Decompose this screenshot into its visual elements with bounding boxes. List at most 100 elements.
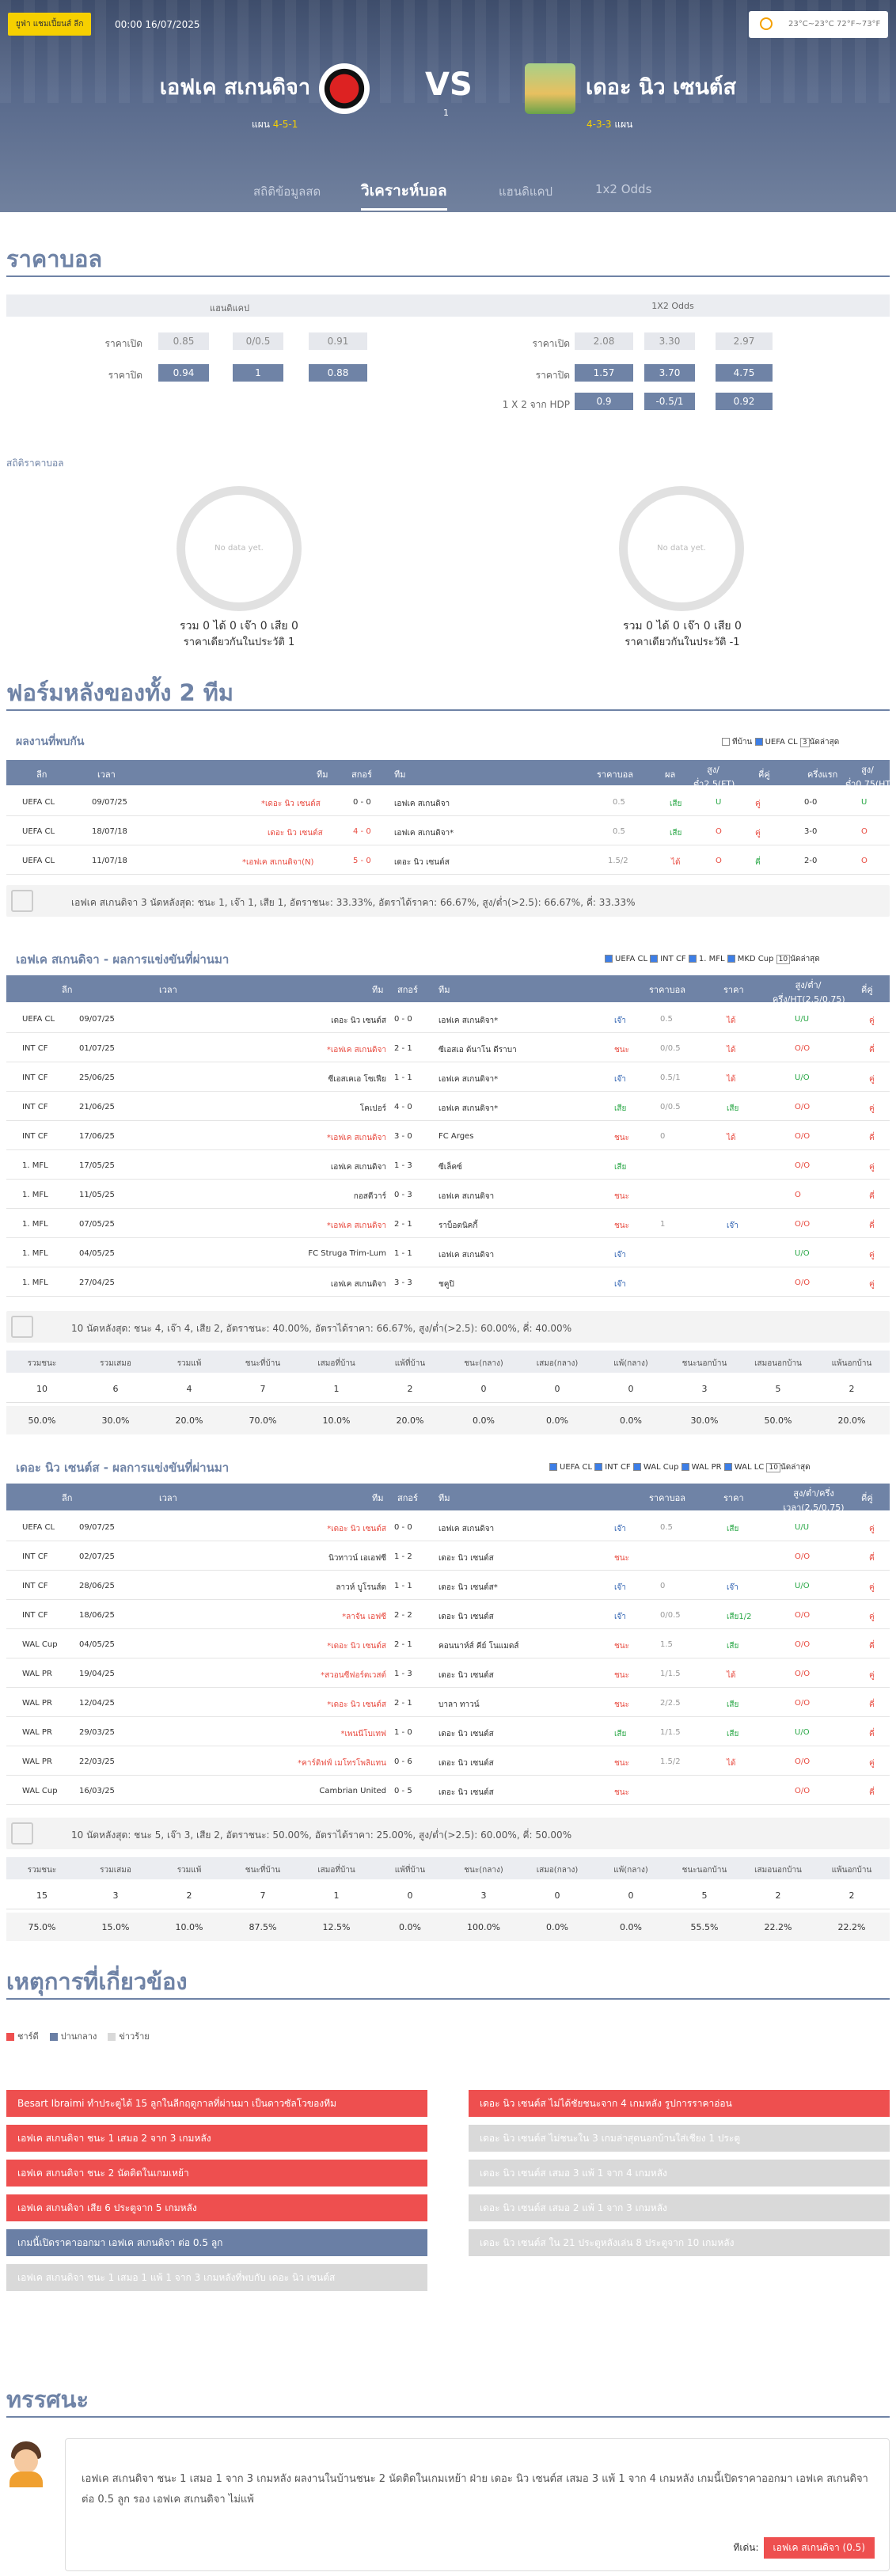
league-badge[interactable]: ยูฟ่า แชมเปี้ยนส์ ลีก	[8, 13, 92, 36]
date-cell: 11/05/25	[79, 1191, 115, 1199]
event-item[interactable]: เดอะ นิว เซนต์ส เสมอ 3 แพ้ 1 จาก 4 เกมหล…	[469, 2160, 890, 2187]
event-item[interactable]: เดอะ นิว เซนต์ส ไม่ได้ชัยชนะจาก 4 เกมหลั…	[469, 2090, 890, 2117]
table-row[interactable]: UEFA CL 11/07/18 *เอฟเค สเกนดิจา(N) 5 - 0 เด…	[6, 845, 890, 875]
table-row[interactable]: 1. MFL 04/05/25 FC Struga Trim-Lum 1 - 1 เอฟ…	[6, 1238, 890, 1267]
divider	[6, 2416, 890, 2418]
score-cell: 2 - 1	[394, 1044, 412, 1053]
pick-badge[interactable]: เอฟเค สเกนดิจา (0.5)	[763, 2537, 875, 2559]
table-row[interactable]: INT CF 28/06/25 ลาวห์ บูโรนส์ด 1 - 1 เดอะ นิ…	[6, 1571, 890, 1600]
event-item[interactable]: เดอะ นิว เซนต์ส ไม่ชนะใน 3 เกมล่าสุดนอกบ…	[469, 2125, 890, 2152]
stat-header: ชนะ(กลาง)	[464, 1866, 503, 1875]
form-title: ฟอร์มหลังของทั้ง 2 ทีม	[6, 679, 233, 706]
table-row[interactable]: WAL PR 29/03/25 *เพนนีโบเทฟ 1 - 0 เดอะ นิว เ…	[6, 1717, 890, 1746]
home-team-logo[interactable]	[319, 63, 370, 114]
stat-header: เสมอที่บ้าน	[317, 1359, 355, 1368]
home-team-name[interactable]: เอฟเค สเกนดิจา	[159, 75, 310, 100]
price-result-cell: ได้	[727, 1134, 736, 1142]
table-row[interactable]: INT CF 17/06/25 *เอฟเค สเกนดิจา 3 - 0 FC Arg…	[6, 1121, 890, 1150]
table-row[interactable]: WAL PR 19/04/25 *สวอนซีฟอร์ตเวสต์ 1 - 3 เดอะ…	[6, 1658, 890, 1688]
filter-home-checkbox[interactable]: ทีบ้าน	[722, 738, 752, 747]
tab-analysis[interactable]: วิเคราะห์บอล	[361, 179, 447, 211]
x-open-label: ราคาเปิด	[532, 338, 570, 349]
filter-mkd-cup[interactable]: MKD Cup	[727, 955, 773, 963]
h2h-filters: ทีบ้าน UEFA CL 3 นัดล่าสุด	[722, 736, 839, 748]
odd-even-cell: คี่	[869, 1642, 875, 1651]
over-under-cell: O/O	[795, 1670, 811, 1678]
table-row[interactable]: INT CF 25/06/25 ซีเอสเคเอ โซเฟีย 1 - 1 เอฟเค…	[6, 1062, 890, 1092]
note-icon	[11, 1822, 33, 1845]
score-cell: 0 - 5	[394, 1787, 412, 1795]
table-row[interactable]: INT CF 21/06/25 โคเปอร์ 4 - 0 เอฟเค สเกนดิจา…	[6, 1092, 890, 1121]
table-row[interactable]: 1. MFL 11/05/25 กอสตีวาร์ 0 - 3 เอฟเค สเกนดิ…	[6, 1180, 890, 1209]
result-cell: เจ๊า	[614, 1613, 626, 1621]
count-select[interactable]: 3	[799, 738, 810, 747]
stat-header: ชนะ(กลาง)	[464, 1359, 503, 1368]
table-row[interactable]: 1. MFL 17/05/25 เอฟเค สเกนดิจา 1 - 3 ซีเล็คซ…	[6, 1150, 890, 1180]
event-item[interactable]: Besart Ibraimi ทำประตูได้ 15 ลูกในลีกฤดู…	[6, 2090, 427, 2117]
home-team-cell: *เอฟเค สเกนดิจา	[326, 1046, 386, 1054]
table-row[interactable]: UEFA CL 09/07/25 *เดอะ นิว เซนต์ส 0 - 0 เอฟเ…	[6, 1512, 890, 1541]
filter-mfl[interactable]: 1. MFL	[688, 955, 725, 963]
odd-even-cell: คู่	[869, 1075, 875, 1084]
analyst-avatar	[6, 2441, 46, 2487]
table-row[interactable]: WAL Cup 16/03/25 Cambrian United 0 - 5 เดอะ …	[6, 1776, 890, 1805]
over-under-cell: U/U	[795, 1523, 810, 1532]
result-cell: ชนะ	[614, 1642, 629, 1651]
legend-neutral: ปานกลาง	[49, 2031, 97, 2042]
event-item[interactable]: เดอะ นิว เซนต์ส ใน 21 ประตูหลังเล่น 8 ปร…	[469, 2229, 890, 2256]
event-item[interactable]: เดอะ นิว เซนต์ส เสมอ 2 แพ้ 1 จาก 3 เกมหล…	[469, 2194, 890, 2221]
price-result-cell: เสีย	[727, 1104, 739, 1113]
result-cell: เสีย	[614, 1163, 627, 1172]
over-under-cell: O/O	[795, 1220, 811, 1229]
open-label: ราคาเปิด	[104, 338, 142, 349]
stat-header: เสมอ(กลาง)	[536, 1359, 579, 1368]
table-row[interactable]: WAL Cup 04/05/25 *เดอะ นิว เซนต์ส 2 - 1 คอนน…	[6, 1629, 890, 1658]
score-cell: 0 - 0	[394, 1015, 412, 1024]
event-item[interactable]: เอฟเค สเกนดิจา ชนะ 2 นัดติดในเกมเหย้า	[6, 2160, 427, 2187]
filter-uefa-cl[interactable]: UEFA CL	[549, 1463, 592, 1472]
tab-1x2-odds[interactable]: 1x2 Odds	[595, 182, 652, 196]
away-team-logo[interactable]	[525, 63, 575, 114]
table-row[interactable]: 1. MFL 07/05/25 *เอฟเค สเกนดิจา 2 - 1 ราบ็อต…	[6, 1209, 890, 1238]
filter-int-cf[interactable]: INT CF	[594, 1463, 631, 1472]
stat-count: 2	[849, 1384, 855, 1394]
away-team-cell: เดอะ นิว เซนต์ส*	[439, 1583, 498, 1592]
tab-handicap[interactable]: แฮนดิแคป	[499, 184, 553, 199]
odd-even-cell: คี่	[869, 1788, 875, 1797]
table-row[interactable]: INT CF 01/07/25 *เอฟเค สเกนดิจา 2 - 1 ซีเอสเ…	[6, 1033, 890, 1062]
stat-count: 0	[554, 1384, 560, 1394]
home-team-cell: เอฟเค สเกนดิจา	[330, 1163, 386, 1172]
table-row[interactable]: WAL PR 12/04/25 *เดอะ นิว เซนต์ส 2 - 1 บาลา …	[6, 1688, 890, 1717]
filter-uefa-checkbox[interactable]: UEFA CL	[754, 738, 798, 747]
event-item[interactable]: เอฟเค สเกนดิจา ชนะ 1 เสมอ 1 แพ้ 1 จาก 3 …	[6, 2264, 427, 2291]
event-item[interactable]: เกมนี้เปิดราคาออกมา เอฟเค สเกนดิจา ต่อ 0…	[6, 2229, 427, 2256]
filter-wal-pr[interactable]: WAL PR	[681, 1463, 722, 1472]
score-cell: 3 - 0	[394, 1132, 412, 1141]
away-team-cell: เอฟเค สเกนดิจา*	[439, 1104, 499, 1113]
away-team-name[interactable]: เดอะ นิว เซนต์ส	[586, 75, 736, 100]
odd-even-cell: คี่	[869, 1700, 875, 1709]
table-row[interactable]: WAL PR 22/03/25 *คาร์ดิฟฟ์ เมโทรโพลิแทน 0 -…	[6, 1746, 890, 1776]
event-item[interactable]: เอฟเค สเกนดิจา ชนะ 1 เสมอ 2 จาก 3 เกมหลั…	[6, 2125, 427, 2152]
event-item[interactable]: เอฟเค สเกนดิจา เสีย 6 ประตูจาก 5 เกมหลัง	[6, 2194, 427, 2221]
tab-live-stats[interactable]: สถิติข้อมูลสด	[253, 184, 321, 199]
table-row[interactable]: UEFA CL 09/07/25 *เดอะ นิว เซนต์ส 0 - 0 เอฟเ…	[6, 787, 890, 816]
filter-int-cf[interactable]: INT CF	[650, 955, 686, 963]
filter-wal-cup[interactable]: WAL Cup	[632, 1463, 678, 1472]
filter-wal-lc[interactable]: WAL LC	[723, 1463, 764, 1472]
date-cell: 09/07/25	[79, 1015, 115, 1024]
table-row[interactable]: INT CF 02/07/25 นิวทาวน์ เอเอฟซี 1 - 2 เดอะ …	[6, 1541, 890, 1571]
count-select[interactable]: 10	[766, 1463, 780, 1472]
away-recent-table: ลีก เวลา ทีม สกอร์ ทีม ราคาบอล ราคา สูง/ต่ำ/ครึ…	[6, 1484, 890, 1808]
stat-percent: 15.0%	[101, 1922, 130, 1932]
table-row[interactable]: 1. MFL 27/04/25 เอฟเค สเกนดิจา 3 - 3 ชคูปิ เจ…	[6, 1267, 890, 1297]
table-row[interactable]: UEFA CL 09/07/25 เดอะ นิว เซนต์ส 0 - 0 เอฟเค…	[6, 1004, 890, 1033]
date-cell: 07/05/25	[79, 1220, 115, 1229]
away-odds-history: ราคาเดียวกันในประวัติ -1	[625, 636, 740, 648]
date-cell: 01/07/25	[79, 1044, 115, 1053]
count-select[interactable]: 10	[776, 955, 791, 964]
table-row[interactable]: UEFA CL 18/07/18 เดอะ นิว เซนต์ส 4 - 0 เอฟเค…	[6, 816, 890, 845]
divider	[6, 275, 890, 277]
filter-uefa-cl[interactable]: UEFA CL	[605, 955, 647, 963]
table-row[interactable]: INT CF 18/06/25 *ลาจัน เอฟซี 2 - 2 เดอะ นิว …	[6, 1600, 890, 1629]
